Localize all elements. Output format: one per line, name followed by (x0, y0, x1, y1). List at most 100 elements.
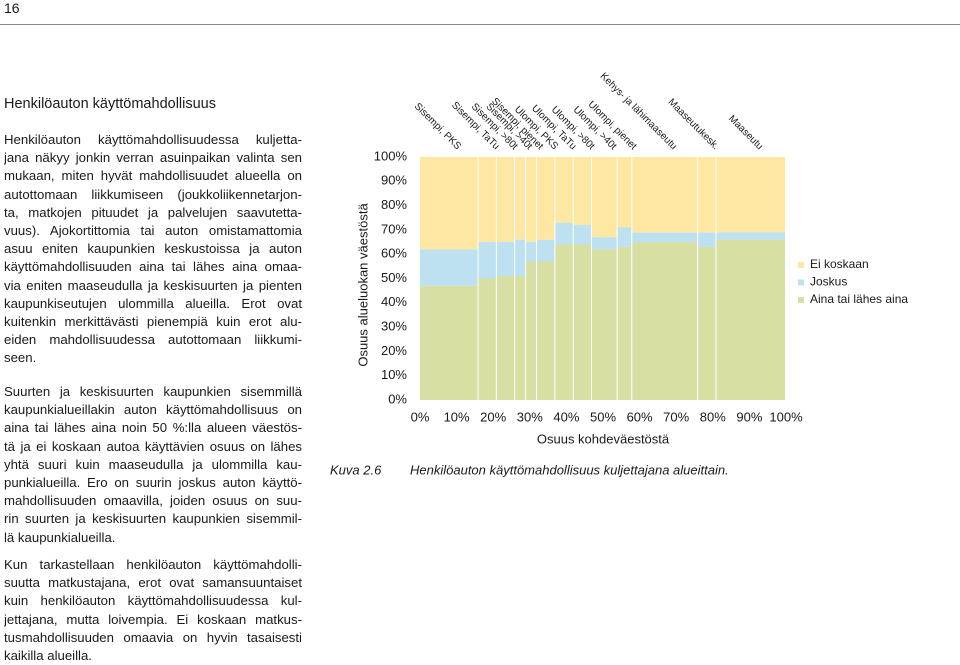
text-line: autottomaan liikkumiseen (joukkoliikenne… (4, 186, 302, 202)
legend-swatch (798, 262, 804, 268)
legend-label: Ei koskaan (810, 257, 869, 271)
x-tick-label: 90% (736, 409, 762, 424)
segment (496, 276, 515, 400)
segment (698, 157, 716, 233)
segment (555, 222, 573, 245)
segment (515, 157, 526, 240)
x-tick-label: 40% (553, 409, 579, 424)
segment (716, 239, 785, 400)
segment (537, 261, 555, 400)
text-line: suutta matkustajana, erot ovat samansuun… (4, 575, 302, 591)
text-line: tusmahdollisuuden omaavia on hyvin tasai… (4, 629, 302, 645)
segment (617, 227, 632, 247)
text-line: ta, matkojen pituudet ja palvelujen saav… (4, 204, 302, 220)
text-line: jettajana, mutta loivempia. Ei koskaan m… (4, 611, 302, 627)
text-line: Kun tarkastellaan henkilöauton käyttömah… (4, 557, 302, 572)
y-tick-label: 50% (381, 270, 407, 285)
segment (526, 157, 537, 243)
text-line: vuus). Ajokortittomia tai auton omistama… (4, 223, 302, 239)
segment (515, 239, 526, 277)
y-axis-title: Osuus alueluokan väestöstä (355, 203, 370, 367)
segment (573, 225, 592, 245)
category-label: Maaseutu (726, 113, 765, 152)
x-tick-label: 70% (663, 409, 689, 424)
text-line: rin suurten ja keskisuurten kaupunkien s… (4, 511, 302, 527)
y-tick-label: 30% (381, 319, 407, 334)
y-tick-label: 60% (381, 246, 407, 261)
y-tick-label: 100% (374, 148, 408, 163)
y-tick-label: 40% (381, 294, 407, 309)
paragraph: Suurten ja keskisuurten kaupunkien sisem… (4, 383, 302, 547)
header-rule (0, 24, 960, 25)
text-line: yhtä suuri kuin maaseudulla ja ulommilla… (4, 456, 302, 472)
segment (716, 157, 785, 233)
segment (555, 244, 573, 400)
paragraph: Henkilöauton käyttömahdollisuudessa kulj… (4, 131, 302, 368)
text-line: seen. (4, 350, 37, 366)
text-line: kaupunkiseutujen ulommilla alueilla. Ero… (4, 295, 302, 311)
x-tick-label: 50% (590, 409, 616, 424)
segment (478, 157, 496, 243)
segment (617, 246, 632, 400)
segment (537, 239, 555, 262)
segment (496, 157, 515, 243)
text-line: eiden mahdollisuudessa autottomaan liikk… (4, 332, 302, 348)
text-line: lä kaupunkialueilla. (4, 529, 116, 545)
text-line: aina tai lähes aina noin 50 %:lla alueen… (4, 420, 302, 436)
text-line: mukaan, miten hyvät mahdollisuudet aluee… (4, 168, 302, 184)
segment (617, 157, 632, 228)
figure-caption: Henkilöauton käyttömahdollisuus kuljetta… (410, 462, 729, 477)
x-tick-label: 100% (769, 409, 803, 424)
text-line: mahdollisuuden omaavilla, joiden osuus o… (4, 493, 302, 509)
x-tick-label: 0% (411, 409, 430, 424)
text-line: punkialueilla. Ero on suurin joskus auto… (4, 475, 302, 491)
segment (698, 246, 716, 400)
segment (716, 232, 785, 240)
text-line: käyttömahdollisuuden aina tai lähes aina… (4, 259, 302, 275)
legend-swatch (798, 297, 804, 303)
y-tick-label: 80% (381, 197, 407, 212)
legend-swatch (798, 279, 804, 286)
segment (632, 232, 698, 243)
text-line: Suurten ja keskisuurten kaupunkien sisem… (4, 384, 302, 399)
segment (573, 244, 592, 400)
segment (698, 232, 716, 247)
x-tick-label: 30% (517, 409, 543, 424)
segment (478, 278, 496, 400)
segment (526, 242, 537, 262)
page-number: 16 (4, 0, 20, 16)
segment (632, 157, 698, 233)
x-tick-label: 10% (444, 409, 470, 424)
legend-label: Joskus (810, 275, 847, 289)
segment (420, 157, 478, 250)
legend-label: Aina tai lähes aina (810, 292, 908, 306)
segment (555, 157, 573, 223)
segment (478, 242, 496, 279)
y-tick-label: 10% (381, 367, 407, 382)
section-heading: Henkilöauton käyttömahdollisuus (4, 96, 216, 112)
segment (526, 261, 537, 400)
paragraph: Kun tarkastellaan henkilöauton käyttömah… (4, 556, 302, 665)
segment (496, 242, 515, 277)
text-line: kaikilla alueilla. (4, 648, 92, 664)
segment (573, 157, 592, 226)
segment (515, 276, 526, 400)
text-line: via eniten maaseudulla ja keskisuurten j… (4, 277, 302, 293)
segment (632, 242, 698, 400)
segment (420, 249, 478, 286)
y-tick-label: 0% (388, 391, 407, 406)
x-tick-label: 20% (480, 409, 506, 424)
segment (592, 237, 617, 250)
segment (592, 157, 617, 238)
figure-label: Kuva 2.6 (330, 462, 382, 477)
y-tick-label: 90% (381, 173, 407, 188)
text-line: kuin henkilöauton käyttömahdollisuudessa… (4, 593, 302, 609)
text-line: tä ja ei koskaan autoa käyttävien osuus … (4, 438, 302, 454)
x-tick-label: 60% (627, 409, 653, 424)
x-axis-title: Osuus kohdeväestöstä (537, 431, 670, 446)
y-tick-label: 20% (381, 343, 407, 358)
text-line: jana näkyy jonkin verran asuinpaikan val… (4, 150, 302, 166)
text-line: asuu eniten kaupunkien keskustoissa ja a… (4, 241, 302, 257)
